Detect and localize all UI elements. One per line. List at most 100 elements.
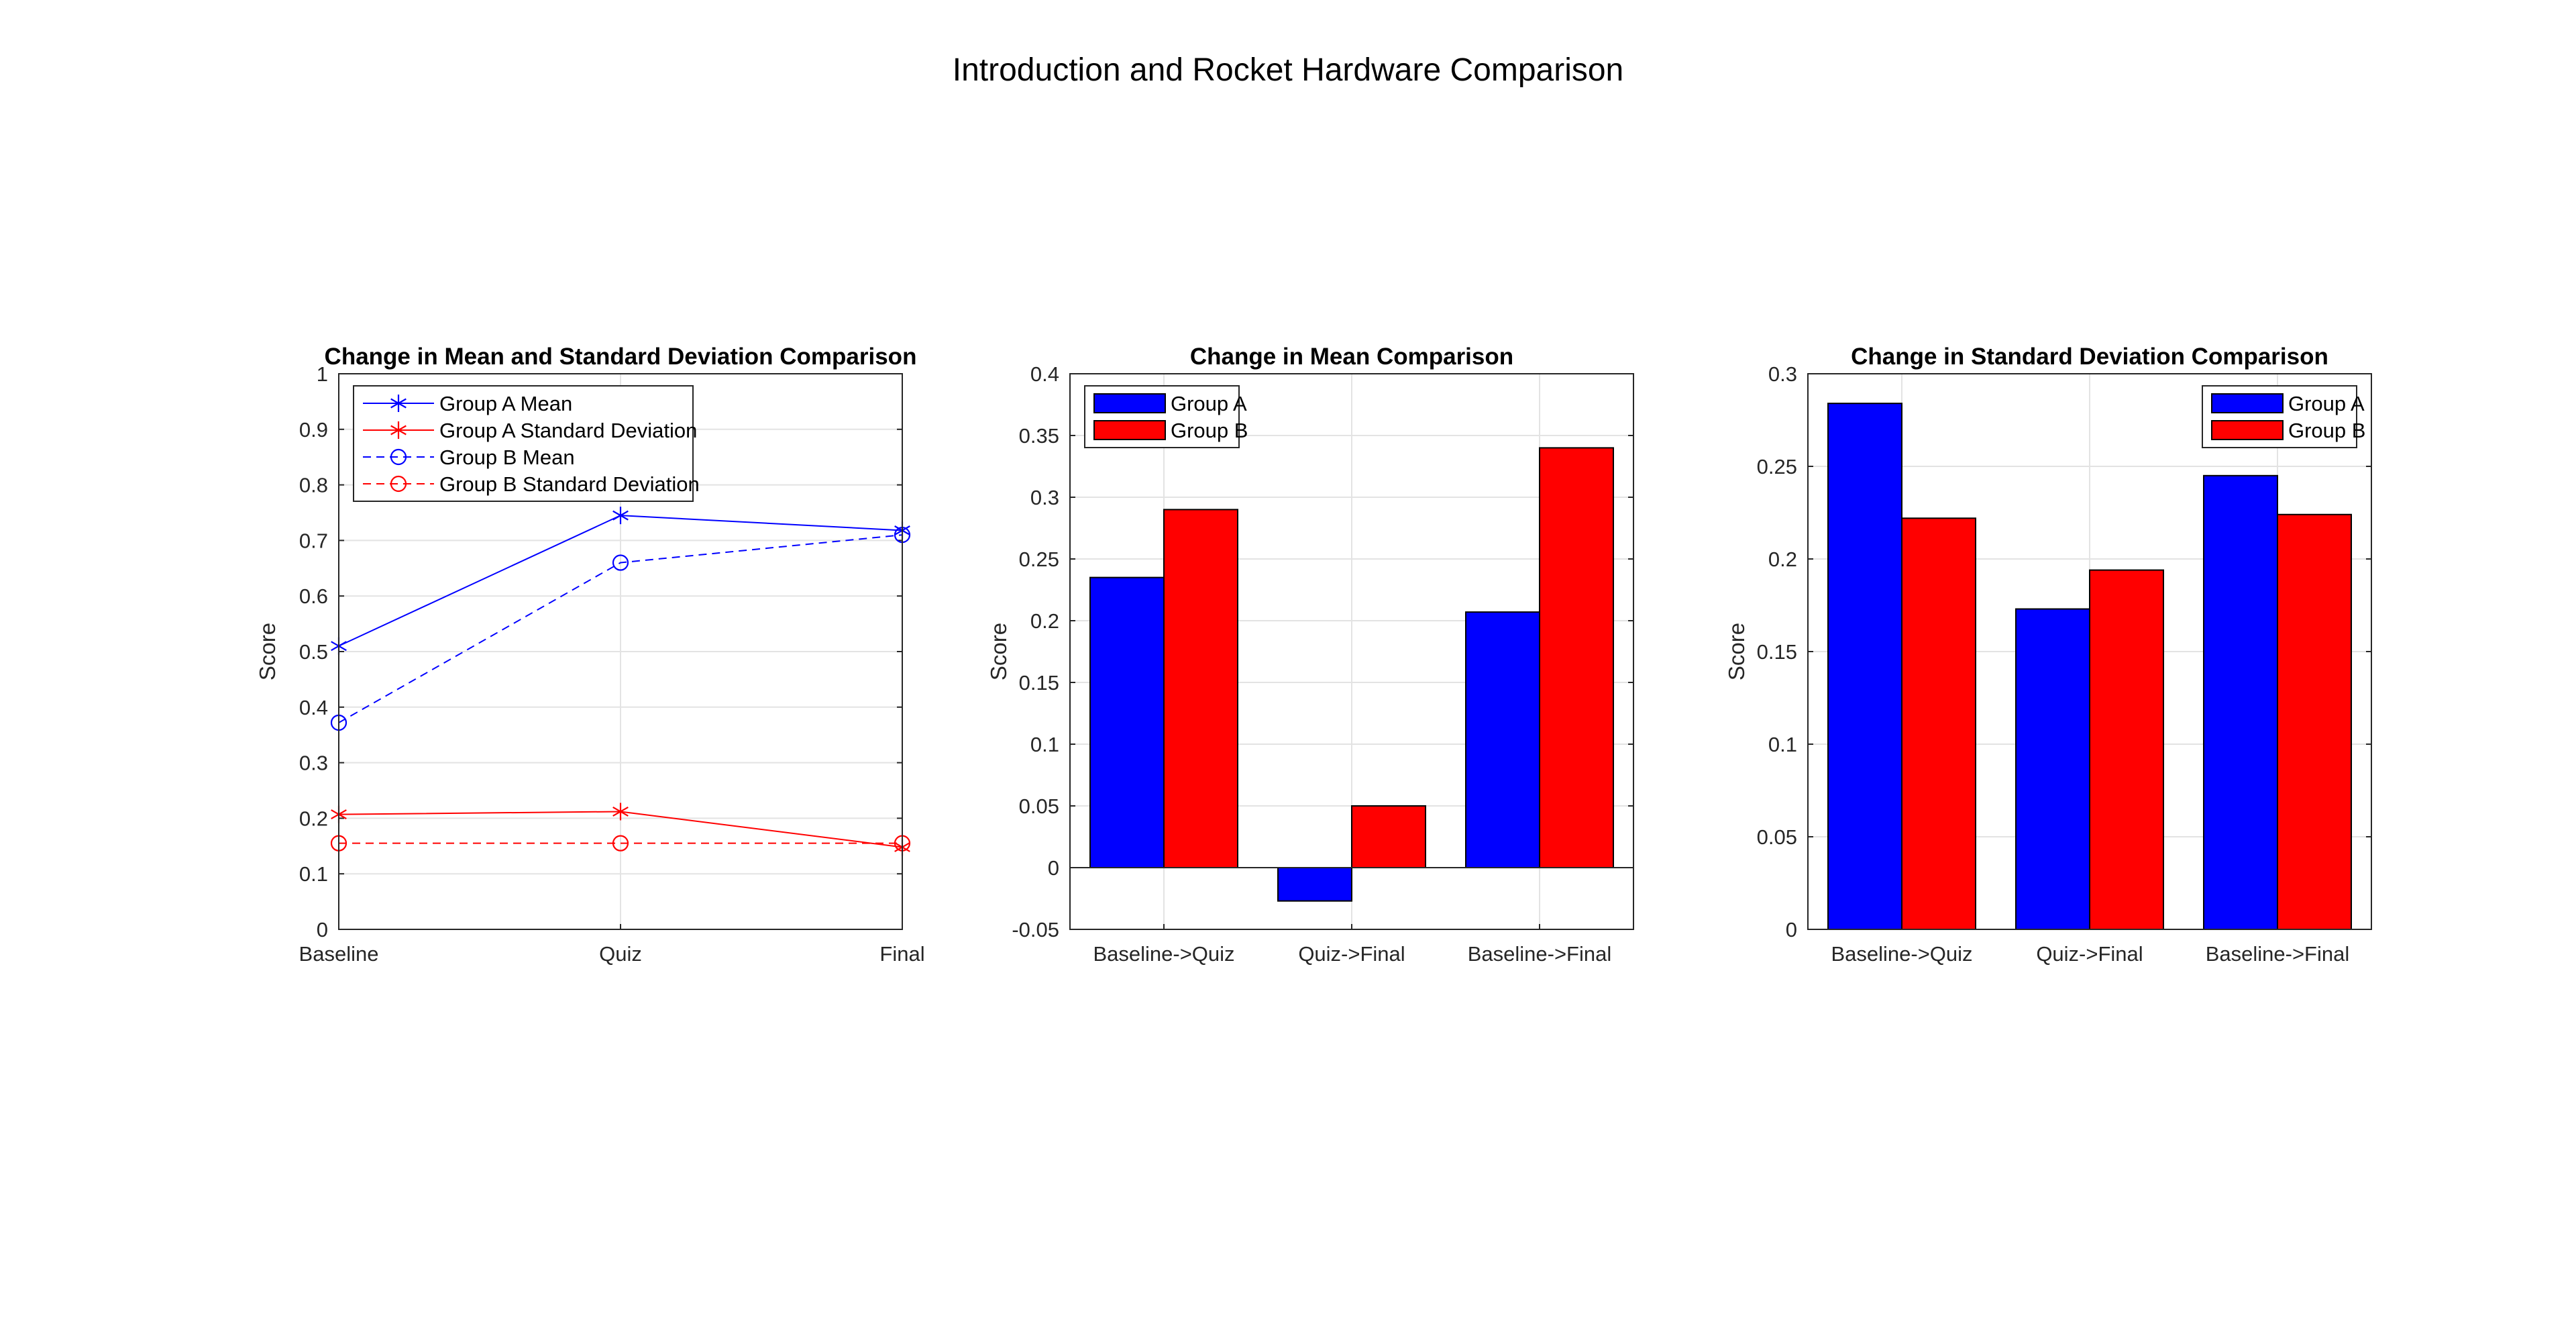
plot-frame — [338, 373, 903, 930]
legend-label: Group A — [1171, 392, 1247, 415]
x-tick-label: Final — [879, 942, 924, 966]
y-tick-label: 0.4 — [299, 696, 328, 719]
y-tick-label: 0.1 — [1768, 733, 1797, 756]
bar — [2015, 608, 2090, 931]
legend-label: Group A — [2288, 392, 2365, 415]
x-tick-label: Baseline->Final — [1468, 942, 1612, 966]
asterisk-stroke — [390, 398, 407, 409]
y-tick-label: 0.7 — [299, 529, 328, 552]
chart-panel: 0 0.1 0.2 0.3 0.4 0.5 0.6 0.7 0.8 0.9 1 Baseline Qui… — [255, 344, 925, 966]
y-tick-label: 0.2 — [1768, 548, 1797, 571]
x-tick-label: Baseline->Quiz — [1831, 942, 1972, 966]
chart-title: Change in Standard Deviation Comparison — [1851, 344, 2328, 370]
y-tick-label: 0.05 — [1757, 825, 1797, 849]
y-tick-label: 0.2 — [1030, 609, 1059, 633]
legend-label: Group A Mean — [439, 392, 572, 415]
x-tick-label: Quiz — [599, 942, 642, 966]
data-point — [612, 507, 629, 525]
legend-item: Group A Standard Deviation — [363, 419, 697, 442]
y-tick-label: 0.15 — [1019, 671, 1059, 695]
x-tick-label: Quiz->Final — [1298, 942, 1405, 966]
bar — [1277, 867, 1352, 902]
data-point — [612, 835, 629, 852]
data-point — [390, 475, 407, 493]
y-tick-label: -0.05 — [1012, 918, 1059, 941]
y-tick-label: 0.8 — [299, 474, 328, 497]
bar — [1901, 517, 1976, 930]
charts-container: 0 0.1 0.2 0.3 0.4 0.5 0.6 0.7 0.8 0.9 1 Baseline Qui… — [255, 344, 2372, 966]
y-tick-label: 0 — [1048, 856, 1059, 880]
chart-title: Change in Mean Comparison — [1190, 344, 1513, 370]
y-tick-label: 0.1 — [1030, 733, 1059, 756]
y-tick-label: 0 — [317, 918, 328, 941]
y-tick-label: 0 — [1786, 918, 1797, 941]
y-tick-label: 0.3 — [299, 752, 328, 775]
bar — [2277, 513, 2352, 930]
y-tick-label: 0.3 — [1030, 486, 1059, 509]
asterisk-stroke — [390, 425, 407, 435]
y-axis-label: Score — [1724, 623, 1749, 680]
bar — [1351, 805, 1426, 868]
bar — [1089, 576, 1165, 868]
bar — [1465, 611, 1540, 868]
bar — [1163, 509, 1238, 868]
legend-label: Group A Standard Deviation — [439, 419, 697, 442]
y-tick-label: 0.2 — [299, 807, 328, 830]
legend-swatch — [1093, 420, 1166, 440]
data-point — [612, 554, 629, 571]
legend-item: Group A — [1093, 392, 1247, 415]
legend-item: Group B Standard Deviation — [363, 472, 700, 496]
data-point — [390, 395, 407, 412]
y-tick-label: 1 — [317, 362, 328, 386]
legend-swatch — [2211, 420, 2284, 440]
legend-box — [353, 385, 694, 502]
y-tick-label: 0.05 — [1019, 794, 1059, 818]
data-point — [390, 448, 407, 466]
bar — [2089, 569, 2164, 930]
legend-label: Group B Standard Deviation — [439, 472, 700, 496]
bar — [1827, 403, 1902, 930]
legend: Group A Mean Group A Standard Deviation Gr… — [353, 385, 700, 502]
legend-item: Group B — [2211, 419, 2365, 442]
legend-item: Group A Mean — [363, 392, 572, 415]
y-axis-label: Score — [986, 623, 1011, 680]
asterisk-stroke — [612, 510, 629, 521]
legend-item: Group B Mean — [363, 446, 575, 469]
legend-swatch — [1093, 393, 1166, 413]
y-tick-label: 0.15 — [1757, 640, 1797, 664]
asterisk-stroke — [612, 807, 629, 817]
y-tick-label: 0.5 — [299, 640, 328, 664]
chart-panel: 0 0.05 0.1 0.15 0.2 0.25 0.3 Baseline->Quiz Quiz… — [1724, 344, 2372, 966]
legend-label: Group B — [2288, 419, 2365, 442]
plot-frame — [1807, 373, 2372, 930]
bar — [2203, 474, 2278, 930]
y-tick-label: 0.1 — [299, 862, 328, 886]
legend-swatch — [2211, 393, 2284, 413]
legend-item: Group B — [1093, 419, 1248, 442]
y-tick-label: 0.6 — [299, 584, 328, 608]
legend: Group A Group B — [2202, 385, 2365, 448]
data-point — [612, 803, 629, 821]
plot-frame — [1069, 373, 1634, 930]
series-line — [338, 534, 903, 723]
x-tick-label: Quiz->Final — [2036, 942, 2143, 966]
legend-item: Group A — [2211, 392, 2365, 415]
y-tick-label: 0.35 — [1019, 424, 1059, 448]
x-tick-label: Baseline->Final — [2206, 942, 2350, 966]
y-tick-label: 0.25 — [1757, 455, 1797, 478]
legend-label: Group B Mean — [439, 446, 575, 469]
legend-label: Group B — [1171, 419, 1248, 442]
figure-title: Introduction and Rocket Hardware Compari… — [953, 52, 1624, 88]
x-tick-label: Baseline — [299, 942, 379, 966]
data-point — [390, 421, 407, 439]
legend: Group A Group B — [1084, 385, 1248, 448]
y-tick-label: 0.9 — [299, 418, 328, 442]
x-tick-label: Baseline->Quiz — [1093, 942, 1234, 966]
y-tick-label: 0.25 — [1019, 548, 1059, 571]
y-tick-label: 0.4 — [1030, 362, 1059, 386]
chart-title: Change in Mean and Standard Deviation Co… — [325, 344, 917, 370]
bar — [1539, 447, 1614, 868]
chart-panel: -0.05 0 0.05 0.1 0.15 0.2 0.25 0.3 0.35 0.4 Baseli… — [986, 344, 1634, 966]
y-axis-label: Score — [255, 623, 280, 680]
